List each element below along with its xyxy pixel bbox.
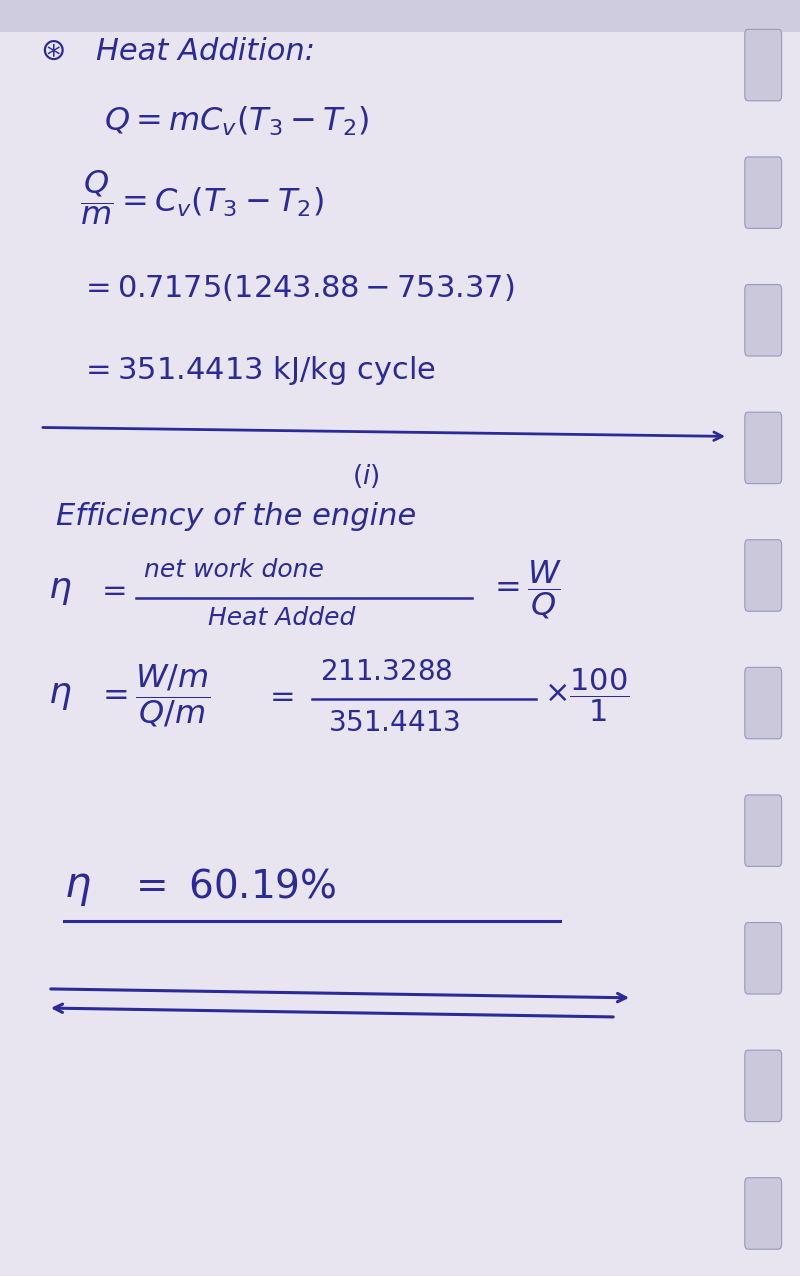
Text: $Q = mC_v\left(T_3 - T_2\right)$: $Q = mC_v\left(T_3 - T_2\right)$ bbox=[104, 105, 369, 138]
Text: $= \dfrac{W/m}{Q/m}$: $= \dfrac{W/m}{Q/m}$ bbox=[96, 662, 211, 729]
Text: $=$: $=$ bbox=[96, 575, 126, 604]
Text: net work done: net work done bbox=[144, 559, 324, 582]
Text: Efficiency of the engine: Efficiency of the engine bbox=[56, 503, 416, 531]
Text: $=$: $=$ bbox=[264, 681, 294, 709]
FancyBboxPatch shape bbox=[745, 29, 782, 101]
Text: $(i)$: $(i)$ bbox=[352, 462, 380, 490]
FancyBboxPatch shape bbox=[745, 667, 782, 739]
Text: $\times \dfrac{100}{1}$: $\times \dfrac{100}{1}$ bbox=[544, 666, 630, 725]
FancyBboxPatch shape bbox=[745, 157, 782, 228]
Text: $211.3288$: $211.3288$ bbox=[320, 658, 453, 686]
Text: $\eta$: $\eta$ bbox=[48, 679, 72, 712]
Text: $= \ 60.19\%$: $= \ 60.19\%$ bbox=[128, 868, 336, 906]
FancyBboxPatch shape bbox=[745, 1178, 782, 1249]
Text: Heat Added: Heat Added bbox=[208, 606, 355, 629]
Text: $\dfrac{Q}{m} = C_v\left(T_3 - T_2\right)$: $\dfrac{Q}{m} = C_v\left(T_3 - T_2\right… bbox=[80, 168, 324, 227]
Text: $\circledast$: $\circledast$ bbox=[40, 37, 65, 65]
Text: $\eta$: $\eta$ bbox=[64, 866, 91, 907]
FancyBboxPatch shape bbox=[745, 412, 782, 484]
Text: $= \dfrac{W}{Q}$: $= \dfrac{W}{Q}$ bbox=[488, 558, 562, 621]
FancyBboxPatch shape bbox=[745, 285, 782, 356]
Text: $351.4413$: $351.4413$ bbox=[328, 709, 460, 738]
Bar bbox=[0, 0, 800, 32]
FancyBboxPatch shape bbox=[745, 795, 782, 866]
Text: Heat Addition:: Heat Addition: bbox=[96, 37, 315, 65]
Text: $= 0.7175\left(1243.88 - 753.37\right)$: $= 0.7175\left(1243.88 - 753.37\right)$ bbox=[80, 272, 514, 302]
FancyBboxPatch shape bbox=[745, 540, 782, 611]
Text: $\eta$: $\eta$ bbox=[48, 573, 72, 606]
Text: $= 351.4413\ \mathrm{kJ/kg\ cycle}$: $= 351.4413\ \mathrm{kJ/kg\ cycle}$ bbox=[80, 353, 436, 387]
FancyBboxPatch shape bbox=[745, 1050, 782, 1122]
FancyBboxPatch shape bbox=[745, 923, 782, 994]
